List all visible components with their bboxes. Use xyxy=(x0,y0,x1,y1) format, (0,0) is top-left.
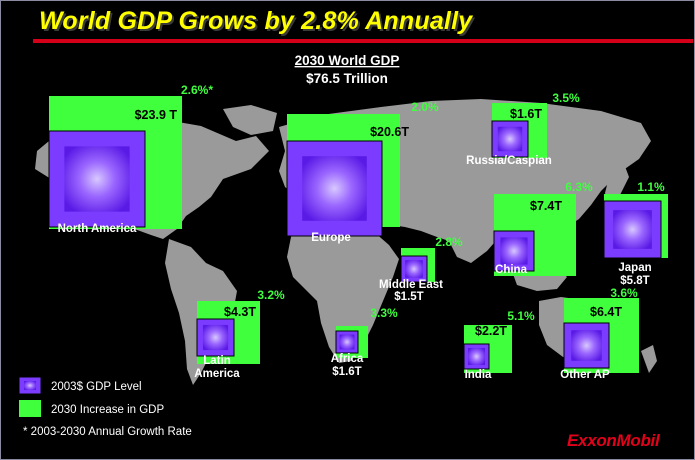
base-square-inner-russia-caspian xyxy=(497,126,523,152)
chart-title: 2030 World GDP xyxy=(295,53,400,68)
region-other-ap: 3.6% Other AP $6.4T xyxy=(560,286,639,381)
region-name-africa: Africa xyxy=(331,353,364,365)
base-square-inner-latin-america xyxy=(202,324,229,351)
value-label-other-ap: $6.4T xyxy=(590,305,622,319)
legend-swatch-increase xyxy=(19,400,41,417)
region-middle-east: 2.8% Middle East$1.5T xyxy=(379,235,463,303)
growth-rate-middle-east: 2.8% xyxy=(435,235,463,249)
base-square-inner-north-america xyxy=(64,146,130,212)
growth-rate-africa: 3.3% xyxy=(370,306,398,320)
growth-rate-india: 5.1% xyxy=(507,309,535,323)
region-name-russia-caspian: Russia/Caspian xyxy=(466,155,552,167)
legend-note: * 2003-2030 Annual Growth Rate xyxy=(23,426,192,438)
growth-rate-japan: 1.1% xyxy=(637,180,665,194)
growth-rate-china: 6.3% xyxy=(565,180,593,194)
value-label-africa: $1.6T xyxy=(332,366,361,378)
value-label-india: $2.2T xyxy=(475,324,507,338)
region-russia-caspian: 3.5% Russia/Caspian $1.6T xyxy=(466,91,580,167)
region-india: 5.1% India $2.2T xyxy=(463,309,535,381)
value-label-japan: $5.8T xyxy=(620,275,649,287)
region-latin-america: 3.2% Latin America $4.3T xyxy=(194,288,285,380)
region-north-america: 2.6%* North America $23.9 T xyxy=(48,83,213,235)
growth-rate-north-america: 2.6%* xyxy=(181,83,213,97)
legend-label-increase: 2030 Increase in GDP xyxy=(51,404,164,416)
base-square-inner-europe xyxy=(302,156,367,221)
base-square-inner-middle-east xyxy=(405,260,423,278)
growth-rate-russia-caspian: 3.5% xyxy=(552,91,580,105)
exxonmobil-logo: ExxonMobil xyxy=(567,431,660,450)
region-name-north-america: North America xyxy=(58,223,137,235)
base-square-inner-china xyxy=(500,237,528,265)
legend: 2003$ GDP Level 2030 Increase in GDP * 2… xyxy=(18,376,192,438)
region-japan: 1.1% Japan$5.8T xyxy=(603,180,668,287)
legend-swatch-base-inner xyxy=(24,381,36,390)
region-marks: 2.6%* North America $23.9 T 2.0% Europe $20.6… xyxy=(48,83,668,381)
chart-subtitle: $76.5 Trillion xyxy=(306,71,388,86)
region-africa: 3.3% Africa$1.6T xyxy=(331,306,398,378)
base-square-inner-africa xyxy=(339,334,355,350)
region-name-europe: Europe xyxy=(311,232,351,244)
value-label-latin-america: $4.3T xyxy=(224,305,256,319)
base-square-inner-japan xyxy=(613,210,652,249)
region-name-japan: Japan xyxy=(618,262,651,274)
region-name-india: India xyxy=(465,369,492,381)
region-europe: 2.0% Europe $20.6T xyxy=(286,100,439,244)
base-square-inner-other-ap xyxy=(571,330,602,361)
value-label-europe: $20.6T xyxy=(370,125,409,139)
region-name-middle-east: Middle East xyxy=(379,279,443,291)
growth-rate-europe: 2.0% xyxy=(411,100,439,114)
slide-title: World GDP Grows by 2.8% Annually xyxy=(39,7,473,35)
region-name-latin-america: Latin America xyxy=(194,355,240,380)
value-label-russia-caspian: $1.6T xyxy=(510,107,542,121)
region-name-other-ap: Other AP xyxy=(560,369,610,381)
value-label-north-america: $23.9 T xyxy=(135,108,178,122)
growth-rate-latin-america: 3.2% xyxy=(257,288,285,302)
region-china: 6.3% China $7.4T xyxy=(493,180,593,276)
legend-label-base: 2003$ GDP Level xyxy=(51,381,142,393)
region-name-china: China xyxy=(495,264,528,276)
title-rule xyxy=(33,39,693,43)
value-label-middle-east: $1.5T xyxy=(394,291,423,303)
growth-rate-other-ap: 3.6% xyxy=(610,286,638,300)
base-square-inner-india xyxy=(468,348,485,365)
value-label-china: $7.4T xyxy=(530,199,562,213)
